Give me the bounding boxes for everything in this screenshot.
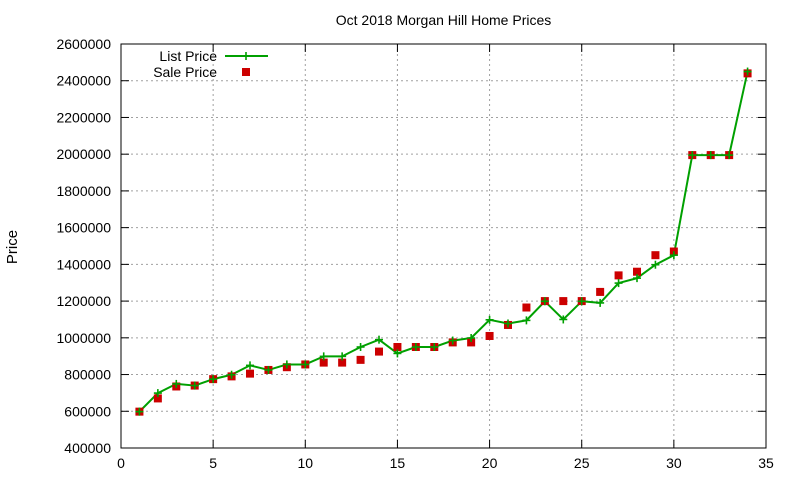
list-price-point bbox=[633, 274, 641, 283]
list-price-point bbox=[246, 361, 254, 370]
y-axis-label: Price bbox=[4, 230, 21, 264]
y-tick-label: 2000000 bbox=[56, 146, 111, 162]
list-price-point bbox=[338, 352, 347, 361]
list-price-point bbox=[743, 67, 752, 76]
list-price-point bbox=[319, 352, 328, 361]
x-tick-label: 30 bbox=[666, 455, 682, 471]
axis-ticks: 0 5 10 15 20 25 30 35 400000 600000 800000 1000000 1… bbox=[56, 36, 774, 471]
list-price-point bbox=[190, 381, 199, 390]
legend-marker-sale-price bbox=[242, 68, 250, 76]
y-tick-label: 800000 bbox=[64, 367, 111, 383]
y-tick-label: 2200000 bbox=[56, 109, 111, 125]
list-price-point bbox=[282, 360, 291, 369]
x-tick-label: 5 bbox=[209, 455, 217, 471]
sale-price-point bbox=[522, 303, 531, 312]
list-price-point bbox=[467, 334, 476, 343]
x-tick-label: 25 bbox=[574, 455, 590, 471]
sale-price-point bbox=[338, 358, 347, 367]
list-price-point bbox=[356, 343, 365, 351]
list-price-point bbox=[135, 407, 144, 416]
list-price-point bbox=[264, 365, 273, 374]
y-tick-label: 2400000 bbox=[56, 73, 111, 89]
list-price-point bbox=[153, 389, 162, 398]
legend-label-sale-price: Sale Price bbox=[153, 64, 217, 80]
chart-title: Oct 2018 Morgan Hill Home Prices bbox=[336, 12, 552, 28]
list-price-point bbox=[393, 349, 402, 358]
x-tick-label: 15 bbox=[390, 455, 406, 471]
list-price-point bbox=[227, 370, 236, 379]
sale-price-point bbox=[485, 331, 494, 340]
sale-price-point bbox=[596, 287, 605, 296]
list-price-point bbox=[614, 279, 623, 288]
y-tick-label: 1600000 bbox=[56, 220, 111, 236]
series-line-list-price bbox=[138, 71, 749, 413]
list-price-point bbox=[540, 297, 549, 306]
legend-marker-list-price bbox=[242, 52, 250, 60]
list-price-point bbox=[504, 319, 512, 328]
list-price-point bbox=[375, 335, 383, 344]
x-tick-label: 10 bbox=[297, 455, 313, 471]
sale-price-point bbox=[319, 358, 328, 367]
list-price-point bbox=[669, 251, 678, 260]
series-group bbox=[135, 67, 752, 416]
list-price-point bbox=[301, 360, 310, 369]
x-tick-label: 0 bbox=[117, 455, 125, 471]
y-tick-label: 1000000 bbox=[56, 330, 111, 346]
legend-label-list-price: List Price bbox=[159, 48, 217, 64]
sale-price-point bbox=[559, 297, 568, 306]
list-price-point bbox=[596, 298, 605, 307]
sale-price-point bbox=[246, 369, 254, 378]
sale-price-point bbox=[375, 347, 383, 356]
sale-price-point bbox=[633, 267, 641, 276]
y-tick-label: 600000 bbox=[64, 403, 111, 419]
list-price-point bbox=[209, 375, 218, 384]
y-tick-label: 1400000 bbox=[56, 256, 111, 272]
x-tick-label: 35 bbox=[758, 455, 774, 471]
list-price-point bbox=[485, 315, 494, 324]
sale-price-point bbox=[356, 355, 365, 364]
x-tick-label: 20 bbox=[482, 455, 498, 471]
y-tick-label: 2600000 bbox=[56, 36, 111, 52]
list-price-point bbox=[706, 151, 715, 160]
list-price-point bbox=[688, 151, 697, 160]
plot-frame bbox=[120, 43, 767, 449]
list-price-point bbox=[172, 379, 181, 388]
list-price-point bbox=[430, 343, 439, 351]
sale-price-point bbox=[467, 338, 476, 347]
y-tick-label: 400000 bbox=[64, 440, 111, 456]
list-price-point bbox=[448, 336, 457, 345]
sale-price-point bbox=[614, 271, 623, 280]
list-price-point bbox=[559, 315, 568, 324]
list-price-point bbox=[577, 297, 586, 306]
list-price-point bbox=[725, 151, 734, 160]
list-price-point bbox=[411, 343, 420, 351]
sale-price-point bbox=[651, 251, 660, 260]
sale-price-point bbox=[153, 394, 162, 403]
y-tick-label: 1200000 bbox=[56, 293, 111, 309]
list-price-point bbox=[651, 260, 660, 269]
grid bbox=[121, 44, 766, 448]
sale-price-point bbox=[393, 343, 402, 351]
list-price-point bbox=[522, 316, 531, 325]
legend: List Price Sale Price bbox=[153, 48, 268, 80]
y-tick-label: 1800000 bbox=[56, 183, 111, 199]
